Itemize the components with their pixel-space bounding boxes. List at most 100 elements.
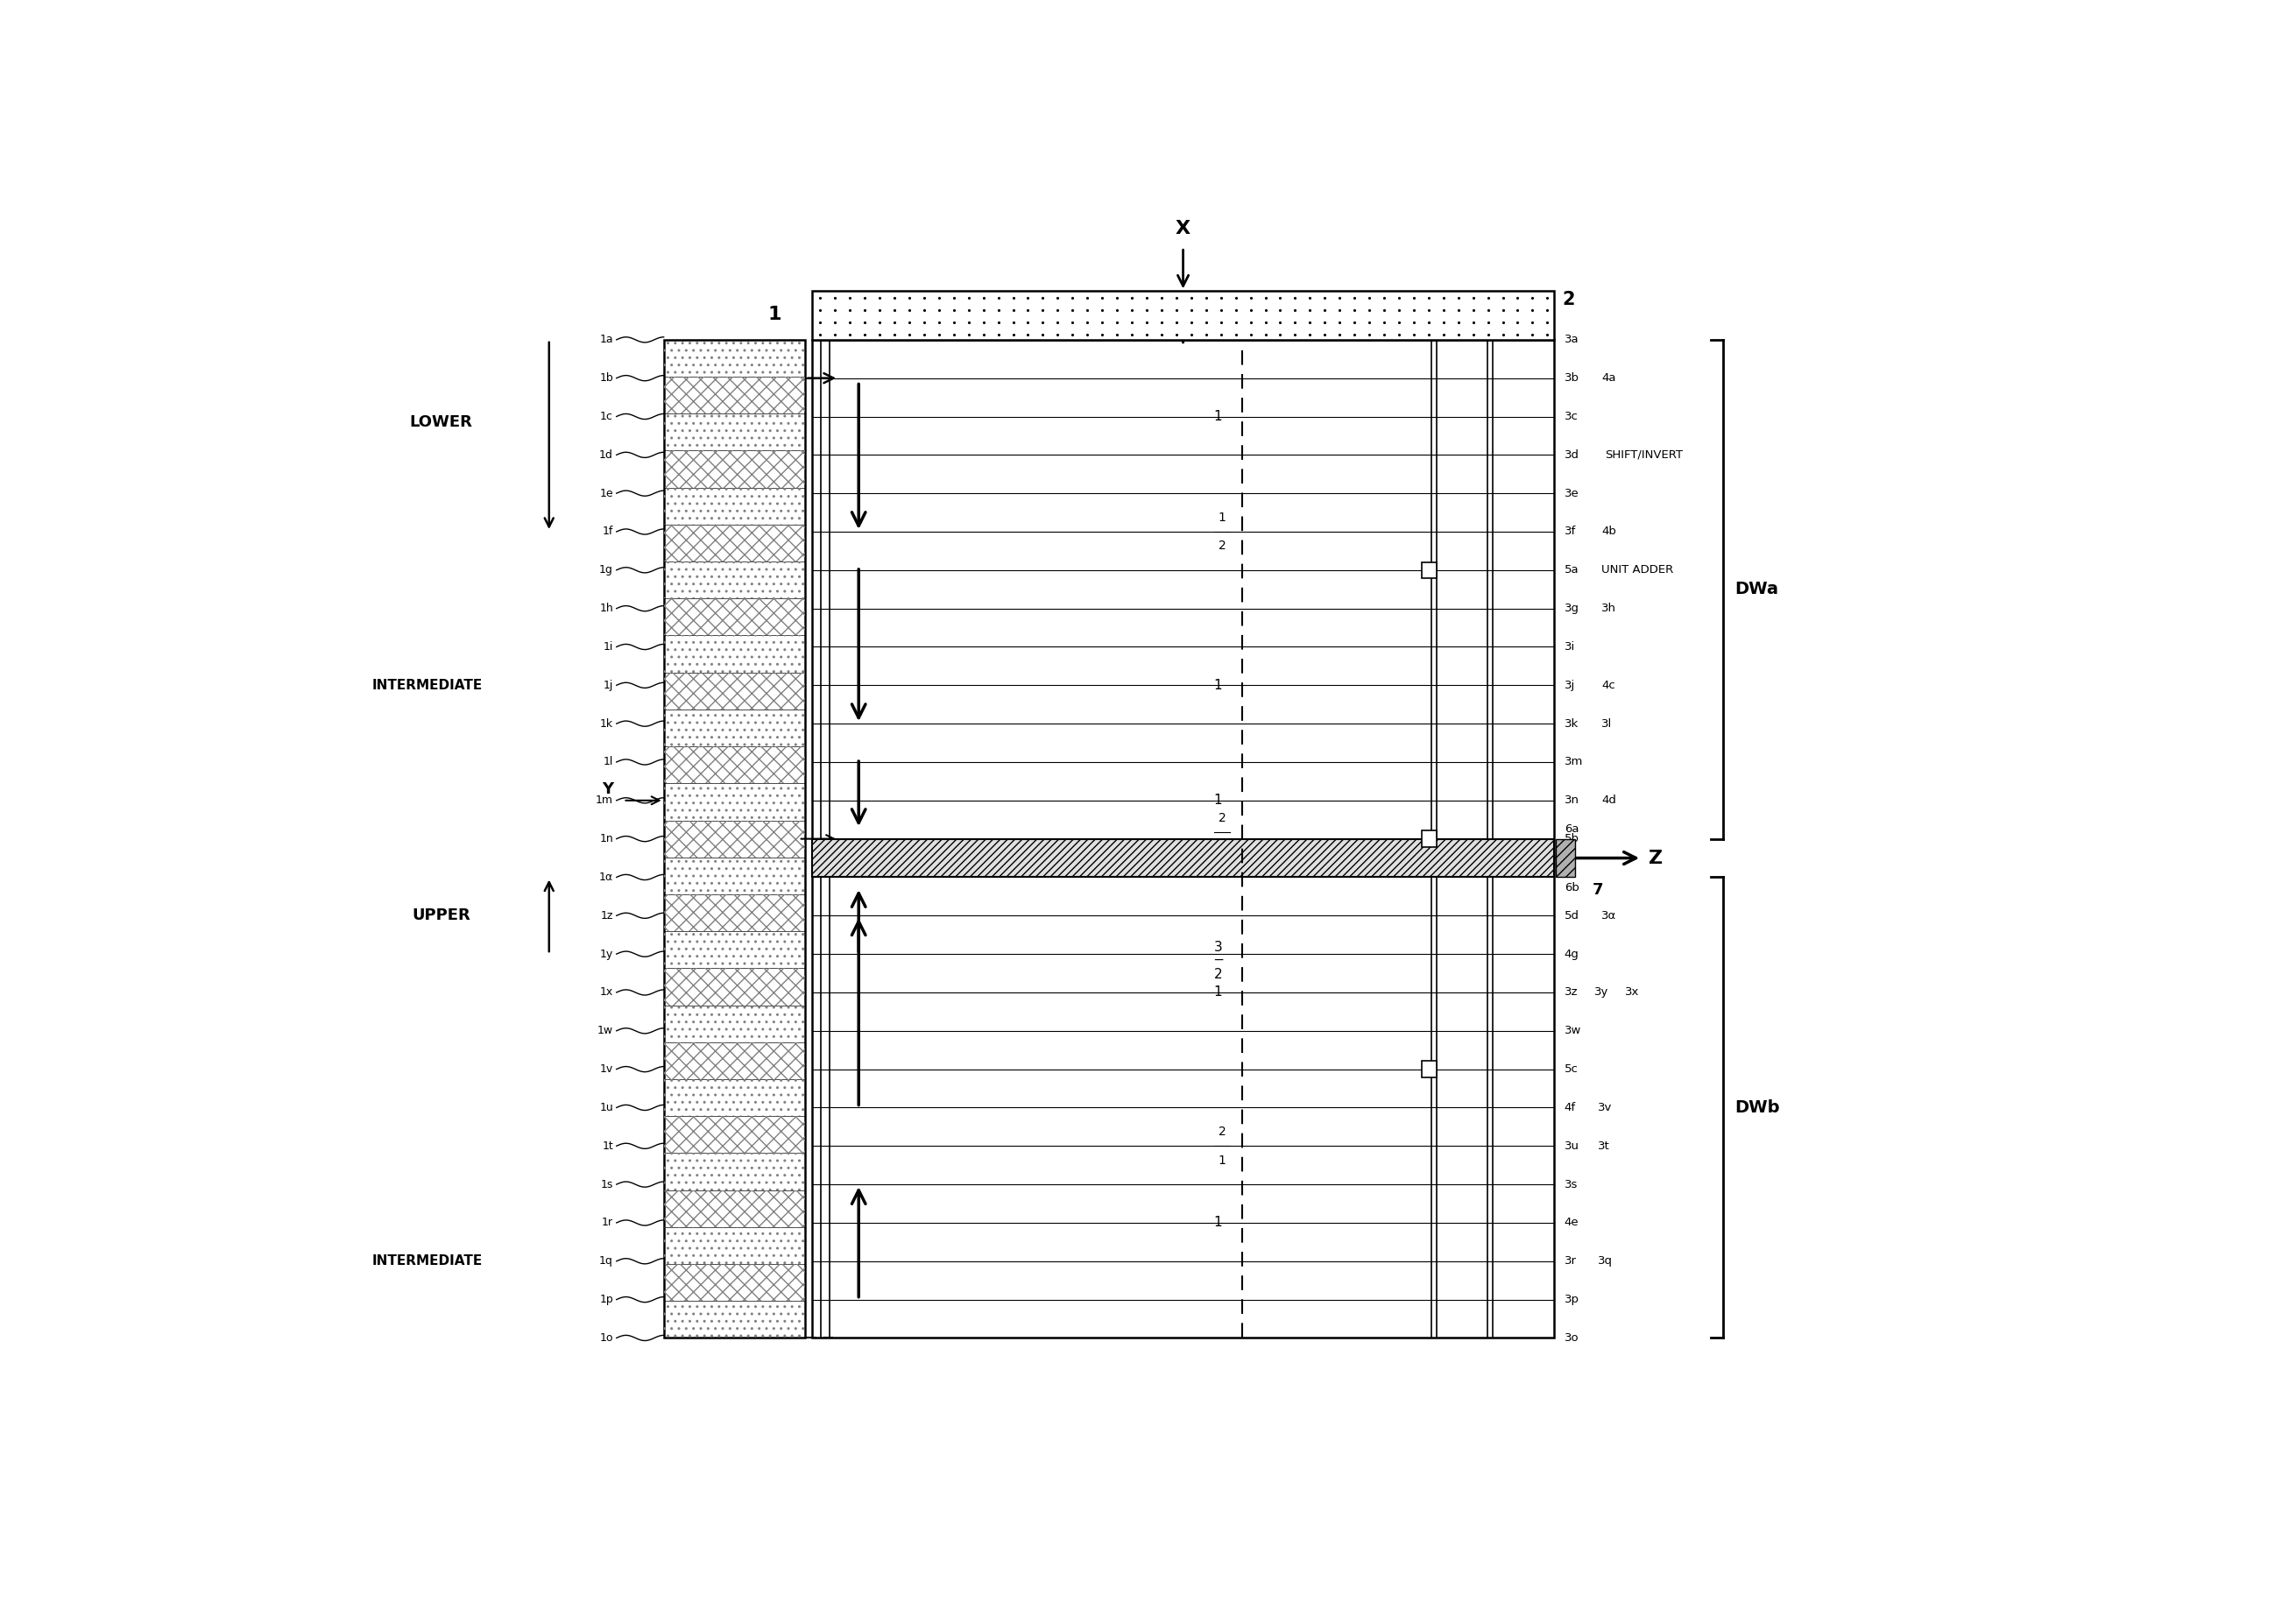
Text: 1m: 1m: [595, 796, 613, 807]
Text: 1t: 1t: [602, 1140, 613, 1151]
Bar: [664, 488, 806, 524]
Text: 2: 2: [1561, 291, 1575, 309]
Text: 1f: 1f: [602, 526, 613, 537]
Text: 3d: 3d: [1564, 450, 1580, 461]
Bar: [664, 783, 806, 820]
Text: 4a: 4a: [1600, 372, 1616, 383]
Bar: [1421, 563, 1437, 579]
Text: 6b: 6b: [1564, 881, 1580, 893]
Bar: [664, 451, 806, 488]
Text: UNIT ADDER: UNIT ADDER: [1600, 564, 1674, 576]
Text: 1b: 1b: [599, 372, 613, 383]
Text: LOWER: LOWER: [409, 414, 473, 430]
Bar: [664, 524, 806, 561]
Bar: [813, 839, 1554, 878]
Text: 3u: 3u: [1564, 1140, 1580, 1151]
Text: 2: 2: [1219, 540, 1226, 551]
Text: 1l: 1l: [604, 757, 613, 768]
Text: 1: 1: [769, 306, 783, 323]
Text: 1y: 1y: [599, 948, 613, 960]
Text: 1e: 1e: [599, 488, 613, 500]
Bar: [813, 291, 1554, 340]
Text: 1w: 1w: [597, 1025, 613, 1036]
Text: 2: 2: [1219, 812, 1226, 825]
Bar: [664, 635, 806, 673]
Text: 1s: 1s: [602, 1179, 613, 1190]
Text: 7: 7: [1593, 881, 1603, 897]
Bar: [664, 340, 806, 1337]
Text: 4b: 4b: [1600, 526, 1616, 537]
Text: 1α: 1α: [599, 872, 613, 883]
Text: INTERMEDIATE: INTERMEDIATE: [372, 1255, 482, 1268]
Text: 3: 3: [1219, 841, 1226, 852]
Text: Z: Z: [1649, 849, 1662, 867]
Text: 3m: 3m: [1564, 757, 1582, 768]
Text: 1i: 1i: [604, 642, 613, 653]
Bar: [664, 747, 806, 783]
Bar: [664, 1190, 806, 1227]
Text: 4g: 4g: [1564, 948, 1580, 960]
Text: 1k: 1k: [599, 718, 613, 729]
Text: 1p: 1p: [599, 1294, 613, 1305]
Text: 1o: 1o: [599, 1332, 613, 1344]
Text: 3f: 3f: [1564, 526, 1575, 537]
Text: Y: Y: [602, 781, 613, 797]
Text: 1a: 1a: [599, 335, 613, 346]
Text: 3j: 3j: [1564, 679, 1575, 690]
Text: 4c: 4c: [1600, 679, 1614, 690]
Text: 1: 1: [1215, 986, 1221, 999]
Bar: [664, 857, 806, 894]
Text: 1u: 1u: [599, 1101, 613, 1112]
Text: 3h: 3h: [1600, 603, 1616, 614]
Text: 1: 1: [1219, 1155, 1226, 1166]
Text: 3g: 3g: [1564, 603, 1580, 614]
Text: 1: 1: [1215, 411, 1221, 424]
Bar: [664, 340, 806, 377]
Text: 4e: 4e: [1564, 1218, 1580, 1229]
Text: 1: 1: [1215, 1216, 1221, 1229]
Text: X: X: [1176, 220, 1192, 238]
Bar: [664, 1116, 806, 1153]
Text: DWb: DWb: [1736, 1100, 1779, 1116]
Text: 5c: 5c: [1564, 1064, 1577, 1075]
Text: 3v: 3v: [1598, 1101, 1612, 1112]
Bar: [664, 894, 806, 931]
Bar: [813, 340, 1554, 1337]
Text: 3c: 3c: [1564, 411, 1577, 422]
Bar: [1421, 831, 1437, 847]
Bar: [664, 598, 806, 635]
Text: 1r: 1r: [602, 1218, 613, 1229]
Bar: [664, 1043, 806, 1079]
Text: 1x: 1x: [599, 986, 613, 998]
Text: 3w: 3w: [1564, 1025, 1582, 1036]
Bar: [664, 1006, 806, 1043]
Bar: [664, 710, 806, 747]
Bar: [664, 377, 806, 414]
Bar: [664, 1153, 806, 1190]
Bar: [664, 1079, 806, 1116]
Text: 5b: 5b: [1564, 833, 1580, 844]
Text: 2: 2: [1219, 1125, 1226, 1138]
Text: 5a: 5a: [1564, 564, 1580, 576]
Text: 3e: 3e: [1564, 488, 1580, 500]
Text: 1n: 1n: [599, 833, 613, 844]
Text: 1: 1: [1215, 679, 1221, 692]
Text: UPPER: UPPER: [411, 907, 471, 923]
Bar: [664, 1302, 806, 1337]
Text: 3a: 3a: [1564, 335, 1580, 346]
Text: 3p: 3p: [1564, 1294, 1580, 1305]
Text: 3b: 3b: [1564, 372, 1580, 383]
Text: 3k: 3k: [1564, 718, 1577, 729]
Text: 5d: 5d: [1564, 910, 1580, 922]
Text: 4d: 4d: [1600, 796, 1616, 807]
Text: 3r: 3r: [1564, 1255, 1577, 1266]
Text: 1h: 1h: [599, 603, 613, 614]
Text: 1q: 1q: [599, 1255, 613, 1266]
Text: 1g: 1g: [599, 564, 613, 576]
Bar: [664, 561, 806, 598]
Text: 1: 1: [1215, 794, 1221, 807]
Text: SHIFT/INVERT: SHIFT/INVERT: [1605, 450, 1683, 461]
Text: 3α: 3α: [1600, 910, 1616, 922]
Text: 3o: 3o: [1564, 1332, 1580, 1344]
Bar: [1557, 839, 1575, 878]
